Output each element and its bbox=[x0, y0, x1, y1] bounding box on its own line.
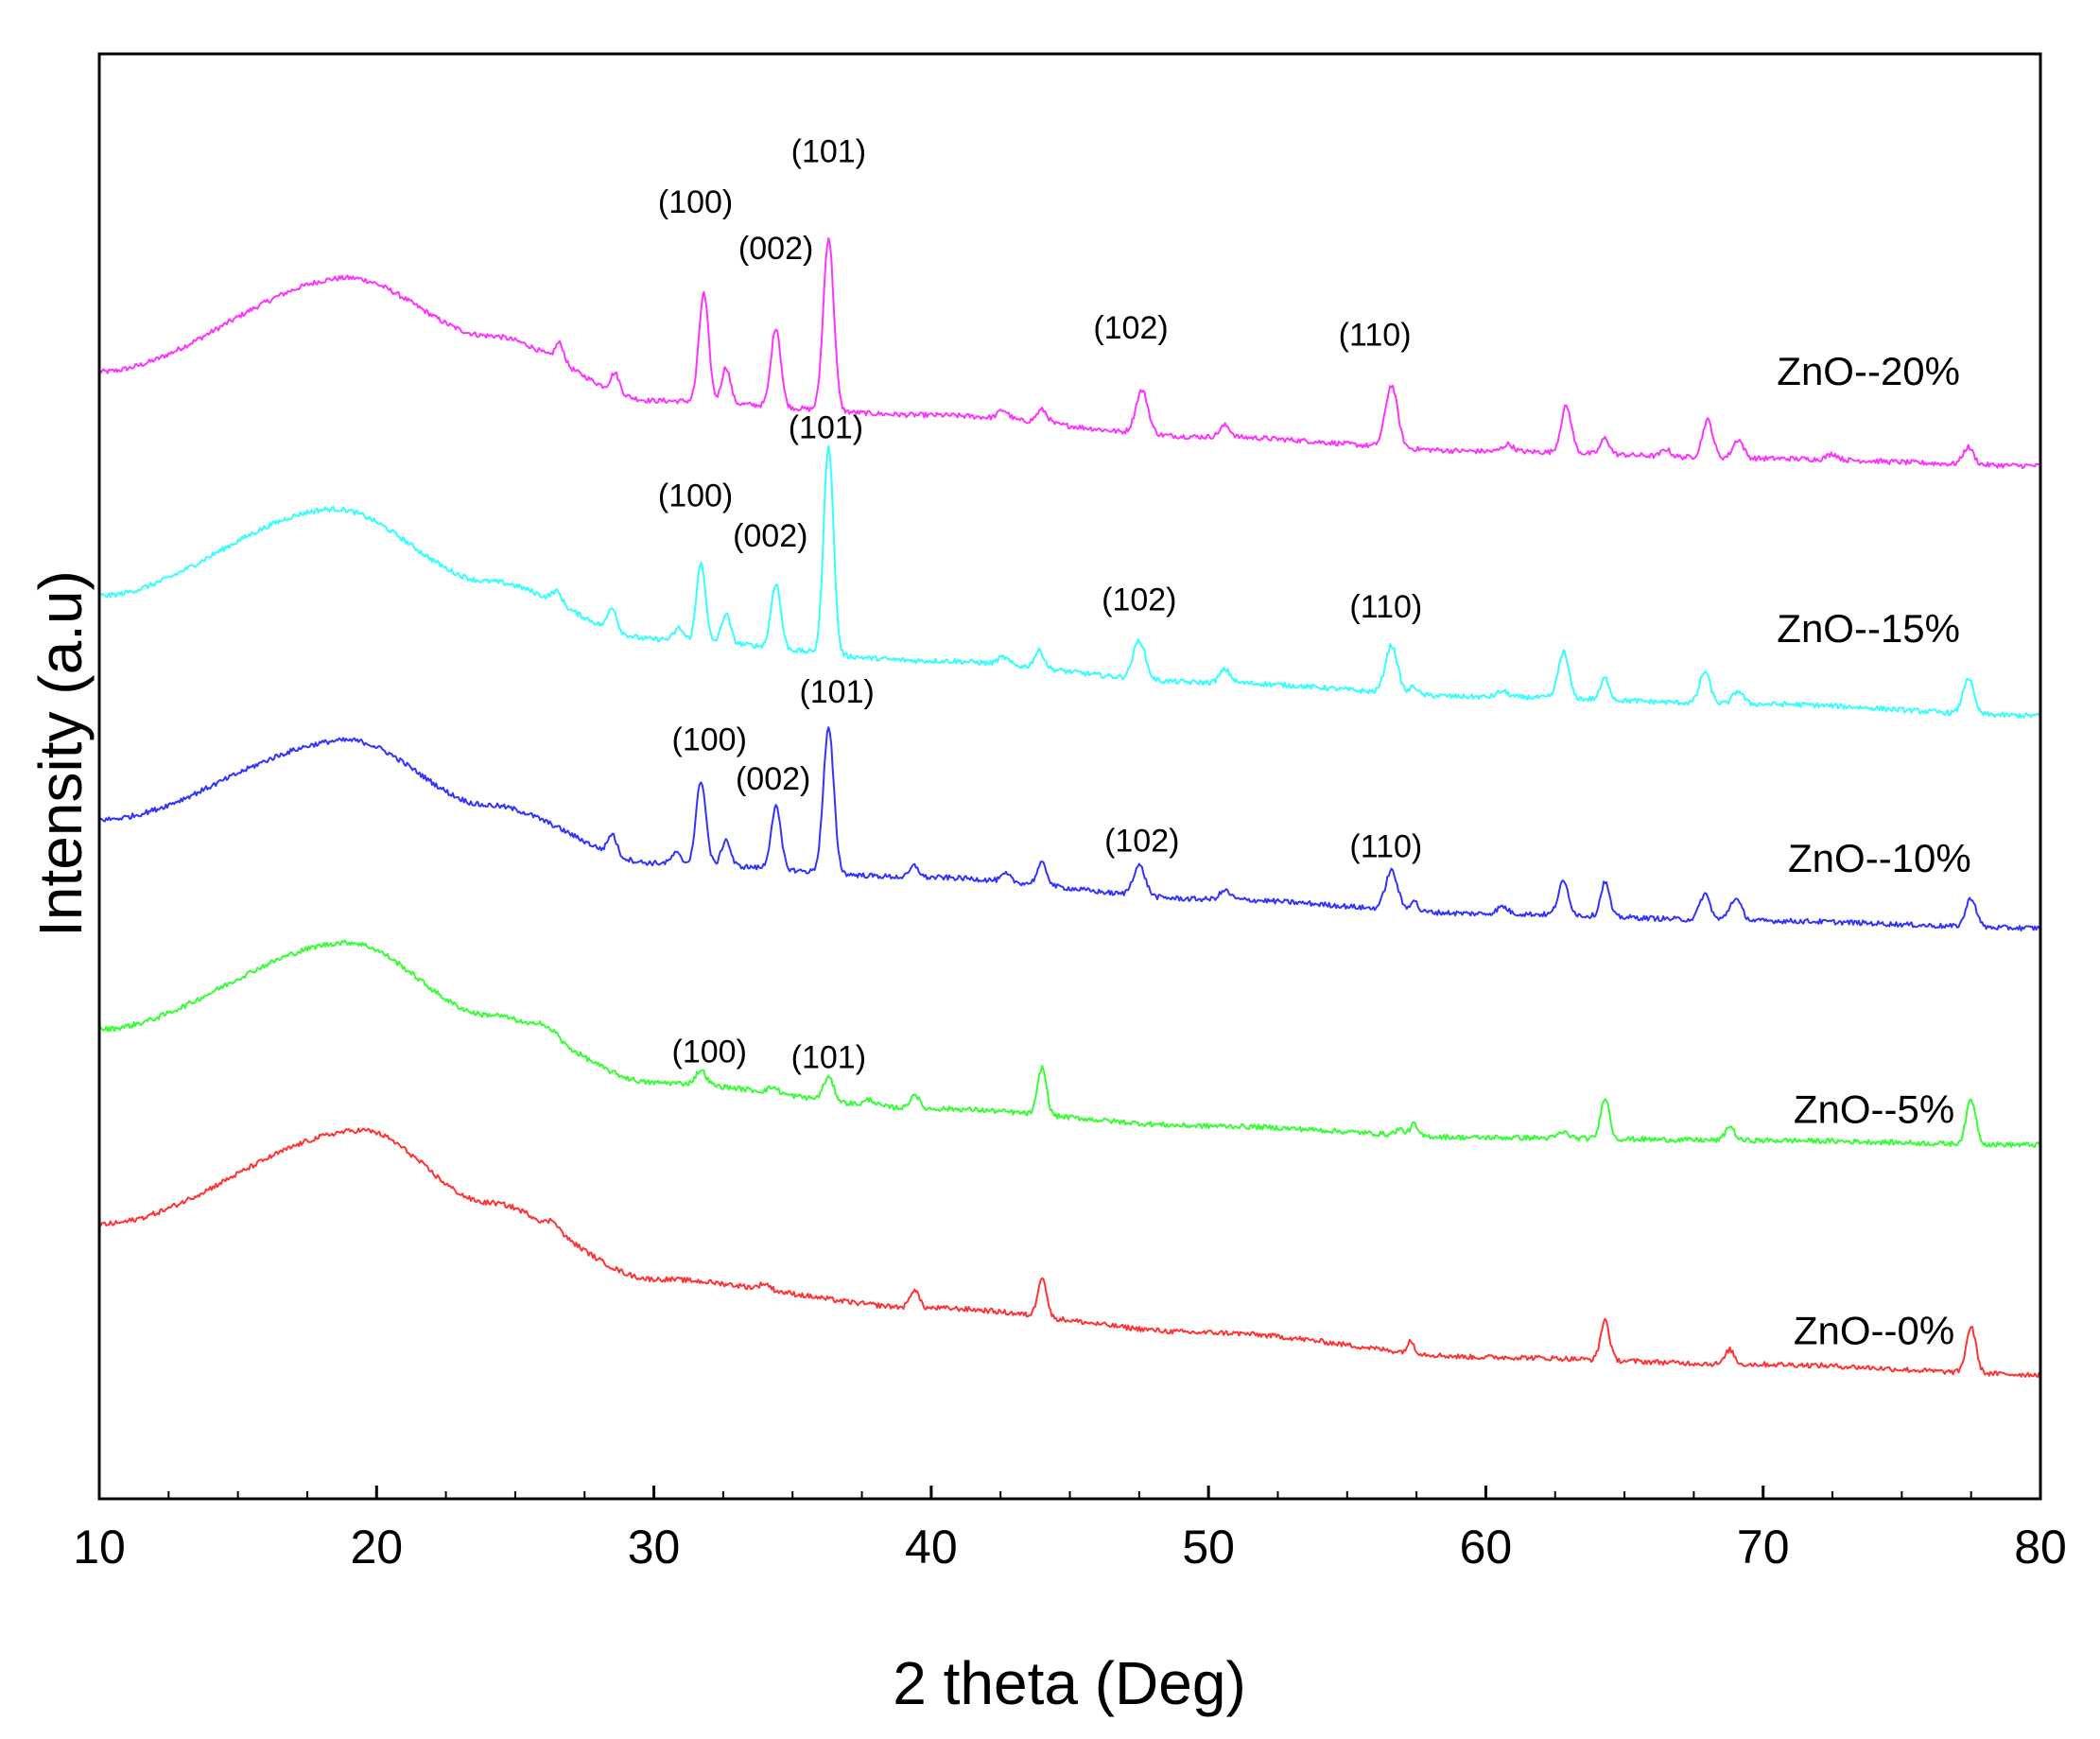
peak-label: (100) bbox=[672, 1035, 747, 1070]
series-line-zno-5 bbox=[98, 939, 2041, 1148]
peak-label: (101) bbox=[789, 409, 863, 445]
peak-label: (102) bbox=[1093, 310, 1168, 346]
peak-label: (002) bbox=[738, 231, 813, 267]
x-tick-label: 20 bbox=[350, 1521, 403, 1574]
series-label: ZnO--5% bbox=[1794, 1087, 1954, 1132]
peak-label: (002) bbox=[733, 518, 807, 554]
plot-frame bbox=[97, 52, 2042, 1501]
peak-label: (101) bbox=[791, 134, 866, 170]
peak-label: (100) bbox=[672, 722, 747, 757]
peak-label: (002) bbox=[736, 761, 810, 797]
series-line-zno-0 bbox=[98, 1127, 2041, 1379]
peak-label: (110) bbox=[1349, 589, 1422, 625]
series-line-zno-20 bbox=[98, 236, 2040, 469]
x-tick-label: 80 bbox=[2014, 1521, 2067, 1574]
series-line-zno-15 bbox=[98, 444, 2041, 719]
series-line-zno-10 bbox=[98, 726, 2041, 931]
x-axis-title: 2 theta (Deg) bbox=[893, 1649, 1246, 1717]
y-axis-title: Intensity (a.u) bbox=[26, 570, 95, 937]
x-tick-label: 50 bbox=[1182, 1521, 1235, 1574]
peak-label: (101) bbox=[791, 1040, 866, 1076]
annotations: (101)(100)(002)(102) (110)ZnO--20%(101)(1… bbox=[658, 134, 1971, 1353]
x-tick-label: 70 bbox=[1737, 1521, 1790, 1574]
peak-label: (100) bbox=[658, 478, 733, 513]
series-label: ZnO--10% bbox=[1788, 836, 1971, 880]
x-axis-ticks: 10 20 30 40 50 60 70 80 bbox=[73, 1486, 2067, 1574]
peak-label: (102) bbox=[1104, 823, 1179, 859]
peak-label: (110) bbox=[1339, 318, 1412, 354]
peak-label: (101) bbox=[799, 674, 874, 710]
x-tick-label: 60 bbox=[1460, 1521, 1513, 1574]
series-label: ZnO--15% bbox=[1777, 606, 1960, 651]
series-label: ZnO--20% bbox=[1777, 349, 1960, 393]
series-lines bbox=[98, 236, 2041, 1379]
peak-label: (102) bbox=[1102, 582, 1176, 617]
x-tick-label: 10 bbox=[73, 1521, 126, 1574]
peak-label: (100) bbox=[658, 184, 733, 220]
peak-label: (110) bbox=[1349, 829, 1422, 865]
x-tick-label: 30 bbox=[628, 1521, 681, 1574]
x-tick-label: 40 bbox=[905, 1521, 958, 1574]
series-label: ZnO--0% bbox=[1794, 1309, 1954, 1353]
